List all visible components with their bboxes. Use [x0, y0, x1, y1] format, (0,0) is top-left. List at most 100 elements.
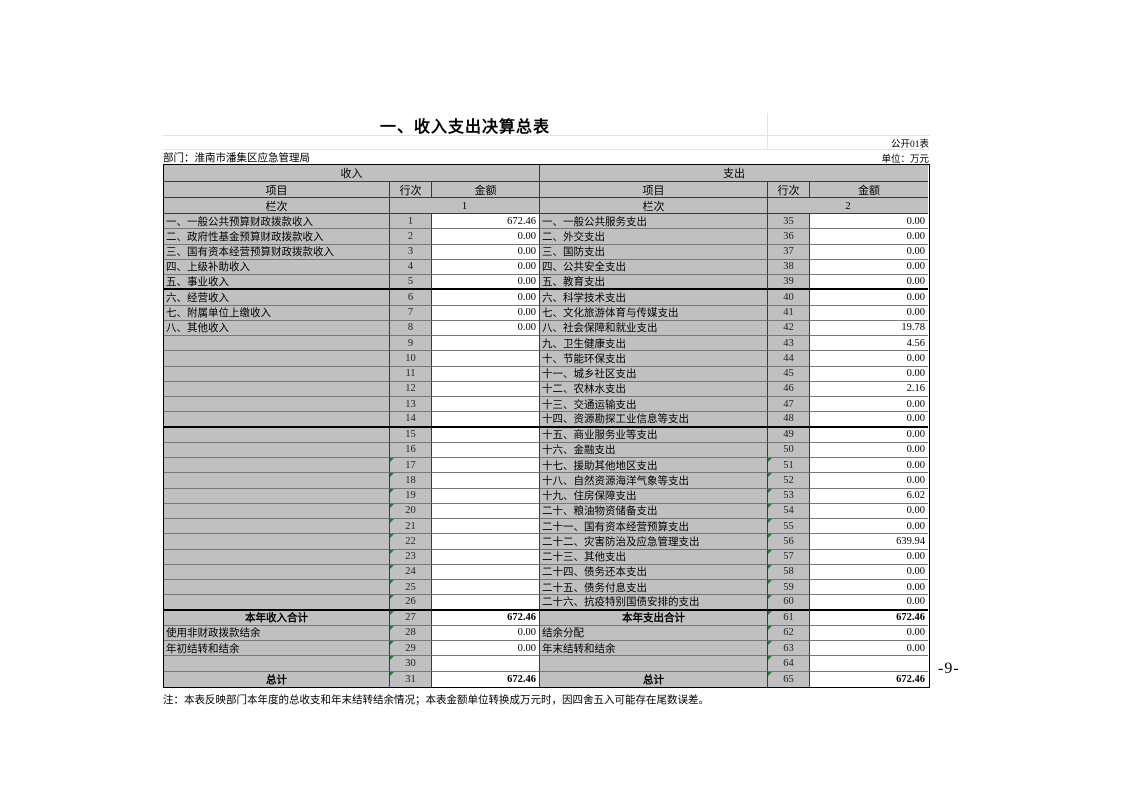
expense-line-cell-text: 53: [783, 490, 794, 502]
income-line-cell: 22: [390, 534, 432, 550]
income-line-cell: 3: [390, 244, 432, 260]
expense-amount-cell-text: 0.00: [906, 459, 925, 471]
title-row-spacer: [768, 113, 930, 137]
income-item-cell: [164, 442, 390, 458]
table-row: 本年收入合计 27 672.46 本年支出合计 61 672.46: [164, 610, 929, 626]
income-amount-cell: [432, 488, 540, 504]
table-row: 七、附属单位上缴收入 7 0.00 七、文化旅游体育与传媒支出 41 0.00: [164, 305, 929, 321]
table-row: 24 二十四、债务还本支出 58 0.00: [164, 564, 929, 580]
cell-warning-triangle-icon: [768, 519, 772, 523]
income-item-cell-text: 本年收入合计: [245, 613, 308, 625]
expense-item-cell: 一、一般公共服务支出: [540, 214, 768, 230]
expense-amount-cell: 0.00: [810, 397, 928, 413]
income-amount-cell: [432, 336, 540, 352]
cell-warning-triangle-icon: [768, 488, 772, 493]
income-item-cell-text: 三、国有资本经营预算财政拨款收入: [166, 247, 334, 259]
expense-item-cell-text: 四、公共安全支出: [542, 262, 626, 274]
expense-line-cell: 56: [768, 534, 810, 550]
income-item-cell: [164, 656, 390, 672]
income-line-cell-text: 1: [407, 215, 414, 227]
expense-item-cell-text: 十一、城乡社区支出: [542, 369, 637, 381]
expense-amount-cell-text: 0.00: [906, 520, 925, 532]
expense-line-cell-text: 64: [783, 657, 794, 669]
expense-item-cell-text: 十八、自然资源海洋气象等支出: [542, 475, 689, 487]
expense-item-cell: 本年支出合计: [540, 610, 768, 626]
expense-amount-cell-text: 0.00: [906, 352, 925, 364]
expense-item-cell: 十八、自然资源海洋气象等支出: [540, 473, 768, 489]
expense-line-cell: 37: [768, 244, 810, 260]
expense-line-cell: 63: [768, 641, 810, 657]
section-header-row: 收入 支出: [164, 165, 929, 182]
expense-item-cell-text: 十五、商业服务业等支出: [542, 430, 658, 442]
table-row: 八、其他收入 8 0.00 八、社会保障和就业支出 42 19.78: [164, 320, 929, 336]
income-amount-cell: [432, 503, 540, 519]
expense-amount-cell: 0.00: [810, 275, 928, 291]
expense-item-cell-text: 七、文化旅游体育与传媒支出: [542, 308, 679, 320]
expense-item-cell: 六、科学技术支出: [540, 290, 768, 306]
expense-item-cell: 四、公共安全支出: [540, 259, 768, 275]
table-row: 9 九、卫生健康支出 43 4.56: [164, 336, 929, 352]
table-row: 使用非财政拨款结余 28 0.00 结余分配 62 0.00: [164, 625, 929, 641]
cell-warning-triangle-icon: [390, 458, 394, 462]
expense-item-cell: 二十五、债务付息支出: [540, 580, 768, 596]
income-line-cell: 2: [390, 229, 432, 245]
income-line-cell-text: 21: [405, 520, 416, 532]
expense-amount-cell: 0.00: [810, 442, 928, 458]
income-item-cell: [164, 458, 390, 474]
income-line-cell: 28: [390, 625, 432, 641]
expense-section-header: 支出: [540, 165, 928, 182]
expense-item-cell-text: 十四、资源勘探工业信息等支出: [542, 414, 689, 426]
expense-amount-cell-text: 0.00: [906, 429, 925, 441]
expense-line-cell-text: 44: [783, 352, 794, 364]
expense-amount-cell: 672.46: [810, 671, 928, 687]
expense-amount-cell-text: 0.00: [906, 444, 925, 456]
expense-line-cell-text: 39: [783, 276, 794, 288]
expense-line-cell: 39: [768, 275, 810, 291]
table-row: 一、一般公共预算财政拨款收入 1 672.46 一、一般公共服务支出 35 0.00: [164, 214, 929, 230]
expense-item-cell: 结余分配: [540, 625, 768, 641]
expense-amount-cell-text: 672.46: [896, 612, 925, 624]
expense-line-cell: 51: [768, 458, 810, 474]
expense-amount-cell-text: 672.46: [896, 673, 925, 685]
income-column-number: 1: [390, 198, 540, 214]
expense-amount-cell: 0.00: [810, 214, 928, 230]
income-amount-cell: [432, 458, 540, 474]
table-row: 三、国有资本经营预算财政拨款收入 3 0.00 三、国防支出 37 0.00: [164, 244, 929, 260]
expense-amount-cell: 0.00: [810, 580, 928, 596]
income-line-cell-text: 20: [405, 505, 416, 517]
expense-amount-cell: 19.78: [810, 320, 928, 336]
summary-table: 收入 支出 项目 行次 金额 项目 行次 金额 栏次 1 栏次 2 一、一般公共…: [163, 164, 930, 688]
income-lanci-header: 栏次: [164, 198, 390, 214]
page-title: 一、收入支出决算总表: [163, 113, 768, 137]
footnote: 注：本表反映部门本年度的总收支和年末结转结余情况；本表金额单位转换成万元时，因四…: [163, 694, 709, 706]
income-line-cell-text: 14: [405, 413, 416, 425]
expense-line-cell-text: 58: [783, 566, 794, 578]
expense-amount-cell-text: 0.00: [906, 398, 925, 410]
income-item-cell: [164, 351, 390, 367]
income-item-header: 项目: [164, 182, 390, 198]
table-row: 25 二十五、债务付息支出 59 0.00: [164, 580, 929, 596]
expense-amount-cell: 0.00: [810, 473, 928, 489]
expense-line-cell: 60: [768, 595, 810, 611]
income-item-cell: 七、附属单位上缴收入: [164, 305, 390, 321]
cell-warning-triangle-icon: [768, 580, 772, 584]
cell-warning-triangle-icon: [390, 473, 394, 478]
expense-item-cell: 七、文化旅游体育与传媒支出: [540, 305, 768, 321]
income-line-cell: 20: [390, 503, 432, 519]
expense-amount-cell: 0.00: [810, 351, 928, 367]
expense-item-cell: 十三、交通运输支出: [540, 397, 768, 413]
title-row: 一、收入支出决算总表: [163, 113, 930, 137]
expense-column-number: 2: [768, 198, 928, 214]
income-line-header: 行次: [390, 182, 432, 198]
cell-warning-triangle-icon: [390, 534, 394, 539]
income-line-cell: 25: [390, 580, 432, 596]
budget-sheet: 一、收入支出决算总表 公开01表 部门：淮南市潘集区应急管理局 单位：万元 收入…: [163, 113, 930, 707]
income-amount-cell: 672.46: [432, 610, 540, 626]
expense-line-cell: 50: [768, 442, 810, 458]
income-item-cell: [164, 473, 390, 489]
income-line-cell: 21: [390, 519, 432, 535]
table-row: 16 十六、金融支出 50 0.00: [164, 442, 929, 458]
expense-amount-cell: 0.00: [810, 458, 928, 474]
expense-item-cell: 二十四、债务还本支出: [540, 564, 768, 580]
income-line-cell-text: 10: [405, 352, 416, 364]
